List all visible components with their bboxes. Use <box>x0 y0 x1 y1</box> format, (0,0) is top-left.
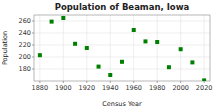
x-tick-label: 2020 <box>196 84 213 92</box>
y-grid-line <box>34 45 210 46</box>
x-grid-line <box>110 15 111 81</box>
point <box>97 65 101 69</box>
x-tick <box>180 81 181 83</box>
x-tick-label: 1960 <box>125 84 142 92</box>
x-grid-line <box>39 15 40 81</box>
point <box>120 60 124 64</box>
point <box>50 20 54 24</box>
x-tick <box>110 81 111 83</box>
x-axis-label: Census Year <box>102 100 142 108</box>
page: {"chart_data": {"type": "scatter", "titl… <box>0 0 220 110</box>
x-tick-label: 1880 <box>32 84 49 92</box>
title: Population of Beaman, Iowa <box>55 2 190 12</box>
point <box>202 78 206 81</box>
chart-container: 1880 1900 1920 1940 1960 1980 2000 2020 180 200 22… <box>0 0 220 110</box>
y-tick-label: 200 <box>19 53 31 61</box>
point <box>179 47 183 51</box>
x-tick-label: 2000 <box>172 84 189 92</box>
x-tick-label: 1940 <box>102 84 119 92</box>
x-tick <box>204 81 205 83</box>
plot-background <box>34 15 210 81</box>
y-grid-line <box>34 57 210 58</box>
x-grid-line <box>157 15 158 81</box>
y-axis-label: Population <box>1 31 9 65</box>
point <box>155 40 159 44</box>
point <box>61 16 65 20</box>
x-grid-line <box>63 15 64 81</box>
plot-frame <box>34 15 210 81</box>
chart-svg: 1880 1900 1920 1940 1960 1980 2000 2020 180 200 22… <box>0 0 220 110</box>
y-grid-line <box>34 33 210 34</box>
y-tick-label: 180 <box>19 65 31 73</box>
x-tick <box>86 81 87 83</box>
x-tick-label: 1980 <box>149 84 166 92</box>
y-tick-label: 220 <box>19 41 31 49</box>
x-tick <box>63 81 64 83</box>
x-tick-label: 1900 <box>55 84 72 92</box>
grid <box>34 15 210 81</box>
point <box>73 42 77 46</box>
point <box>132 28 136 32</box>
point <box>85 46 89 50</box>
x-tick <box>39 81 40 83</box>
y-tick-label: 260 <box>19 17 31 25</box>
x-grid-line <box>204 15 205 81</box>
y-grid-line <box>34 21 210 22</box>
point <box>167 65 171 69</box>
x-tick <box>157 81 158 83</box>
y-tick-label: 240 <box>19 29 31 37</box>
point <box>108 73 112 77</box>
x-grid-line <box>133 15 134 81</box>
point <box>38 53 42 57</box>
point <box>143 39 147 43</box>
points <box>38 16 206 81</box>
y-grid-line <box>34 69 210 70</box>
x-tick-label: 1920 <box>79 84 96 92</box>
point <box>190 60 194 64</box>
x-tick <box>133 81 134 83</box>
